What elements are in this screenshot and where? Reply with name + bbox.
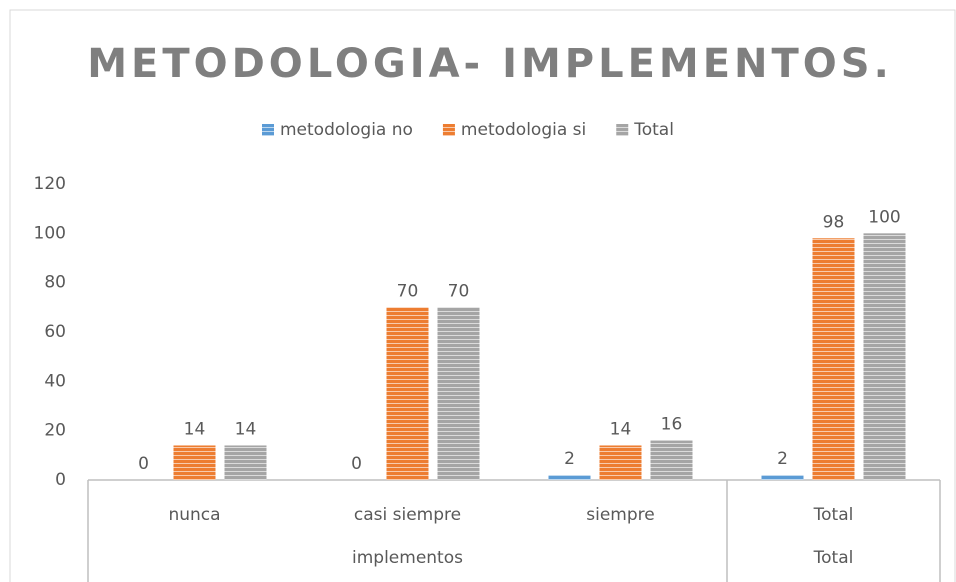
- y-tick-label: 40: [44, 371, 66, 391]
- data-label: 14: [235, 419, 257, 439]
- chart-title: METODOLOGIA- IMPLEMENTOS.: [87, 41, 893, 87]
- y-tick-label: 0: [55, 470, 66, 490]
- group-label: Total: [813, 548, 854, 568]
- y-tick-label: 120: [34, 174, 66, 194]
- bar: [761, 475, 804, 480]
- data-label: 2: [564, 449, 575, 469]
- bar: [650, 440, 693, 480]
- data-label: 0: [351, 454, 362, 474]
- y-tick-label: 60: [44, 322, 66, 342]
- x-tick-label: siempre: [586, 505, 654, 525]
- data-label: 14: [610, 419, 632, 439]
- data-label: 70: [397, 281, 419, 301]
- legend-swatch: [442, 124, 455, 136]
- data-label: 70: [448, 281, 470, 301]
- x-tick-label: casi siempre: [354, 505, 461, 525]
- y-tick-label: 100: [34, 223, 66, 243]
- group-label: implementos: [352, 548, 463, 568]
- y-tick-label: 20: [44, 421, 66, 441]
- bar: [863, 233, 906, 480]
- data-label: 14: [184, 419, 206, 439]
- legend-label: metodologia si: [461, 120, 586, 140]
- bar: [173, 445, 216, 480]
- legend-swatch: [616, 124, 629, 136]
- y-tick-label: 80: [44, 273, 66, 293]
- x-tick-label: Total: [813, 505, 854, 525]
- bar: [224, 445, 267, 480]
- data-label: 0: [138, 454, 149, 474]
- data-label: 100: [868, 207, 900, 227]
- bar: [599, 445, 642, 480]
- x-tick-label: nunca: [168, 505, 220, 525]
- data-label: 98: [823, 212, 845, 232]
- bar: [812, 238, 855, 480]
- chart-border: [9, 9, 956, 582]
- bar: [386, 307, 429, 480]
- data-label: 2: [777, 449, 788, 469]
- bar: [437, 307, 480, 480]
- legend-label: Total: [633, 120, 674, 140]
- legend-label: metodologia no: [280, 120, 413, 140]
- bar: [548, 475, 591, 480]
- legend-swatch: [262, 124, 274, 136]
- data-label: 16: [661, 415, 683, 435]
